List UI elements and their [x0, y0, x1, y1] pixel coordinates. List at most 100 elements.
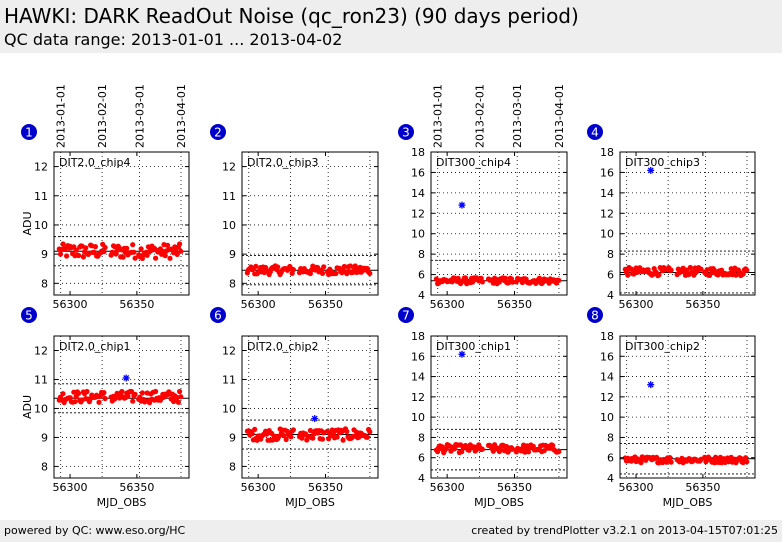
y-tick-label: 6 [418, 452, 425, 465]
data-point [76, 252, 82, 259]
y-tick-label: 12 [34, 161, 48, 174]
x-axis-label: MJD_OBS [663, 496, 713, 509]
y-tick-label: 4 [607, 289, 614, 302]
outlier-stroke [311, 415, 318, 422]
data-point [713, 454, 719, 460]
x-tick-label: 56300 [241, 481, 276, 494]
data-point [281, 432, 287, 439]
plot-frame [53, 335, 190, 479]
x-tick-label: 56350 [497, 481, 532, 494]
data-point [174, 251, 180, 257]
y-tick-label: 12 [600, 391, 614, 404]
data-point [541, 448, 547, 454]
y-tick-label: 16 [600, 166, 614, 179]
panel-badge [21, 307, 37, 323]
panel-badge [398, 307, 414, 323]
y-tick-label: 8 [229, 277, 236, 290]
x-tick-label: 56350 [119, 298, 154, 311]
outlier-stroke [647, 167, 654, 174]
data-point [128, 388, 135, 395]
data-point [167, 255, 173, 261]
data-point [96, 399, 102, 405]
y-tick-label: 8 [607, 248, 614, 261]
y-tick-label: 6 [418, 269, 425, 282]
data-point [525, 449, 532, 455]
outlier-marker [311, 415, 319, 423]
data-point [119, 388, 125, 395]
y-axis-label: ADU [21, 211, 34, 235]
y-tick-label: 9 [41, 431, 48, 444]
panel-badge-number: 2 [214, 126, 222, 140]
data-point [340, 437, 346, 443]
data-point [102, 244, 108, 251]
y-tick-label: 12 [222, 161, 236, 174]
y-tick-label: 8 [418, 248, 425, 261]
panel-badge-number: 1 [25, 126, 33, 140]
data-point [290, 267, 296, 273]
data-point [744, 459, 750, 465]
y-tick-label: 18 [411, 330, 425, 343]
x-tick-label: 56300 [53, 481, 88, 494]
data-point [102, 395, 108, 402]
data-point [638, 460, 644, 466]
data-point [668, 459, 674, 465]
data-point [92, 244, 98, 250]
data-point [459, 449, 465, 455]
y-tick-label: 10 [600, 228, 614, 241]
data-point [139, 390, 145, 396]
data-point [550, 442, 556, 449]
plot-frame [241, 335, 379, 479]
data-point [91, 249, 97, 255]
outlier-marker [647, 166, 655, 174]
data-point [153, 388, 159, 395]
data-point [249, 431, 255, 437]
header-bar: HAWKI: DARK ReadOut Noise (qc_ron23) (90… [0, 0, 782, 53]
data-point [367, 270, 373, 276]
outlier-marker [647, 381, 655, 389]
date-label: 2013-02-01 [473, 84, 486, 148]
data-point [319, 270, 326, 276]
data-point [72, 399, 78, 405]
data-point [132, 391, 138, 397]
data-point [656, 272, 662, 278]
x-axis-label: MJD_OBS [474, 496, 524, 509]
data-point [479, 279, 485, 285]
data-point [341, 263, 347, 270]
data-point [60, 391, 66, 397]
data-point [138, 246, 144, 252]
panel-badge-number: 5 [25, 309, 33, 323]
y-tick-label: 8 [229, 460, 236, 473]
y-tick-label: 10 [34, 402, 48, 415]
outlier-stroke [459, 202, 465, 209]
data-point [132, 255, 138, 261]
data-point [283, 436, 289, 443]
data-point [83, 245, 89, 251]
data-point [364, 434, 370, 440]
y-tick-label: 16 [600, 350, 614, 363]
y-tick-label: 8 [41, 277, 48, 290]
x-tick-label: 56350 [497, 298, 532, 311]
date-label: 2013-02-01 [96, 84, 109, 148]
x-tick-label: 56300 [241, 298, 276, 311]
y-tick-label: 9 [229, 248, 236, 261]
panel-badge-number: 8 [591, 309, 599, 323]
panel-badge [210, 124, 226, 140]
y-tick-label: 10 [222, 402, 236, 415]
data-point [124, 245, 130, 251]
date-label: 2013-01-01 [432, 84, 445, 148]
y-tick-label: 11 [222, 373, 236, 386]
data-point [496, 448, 502, 455]
data-point [319, 436, 326, 442]
date-label: 2013-04-01 [553, 84, 566, 148]
y-tick-label: 8 [607, 431, 614, 444]
data-point [556, 277, 562, 283]
outlier-marker [458, 201, 466, 209]
panel-label: DIT2.0_chip4 [59, 156, 130, 169]
x-tick-label: 56300 [619, 481, 654, 494]
date-label: 2013-01-01 [55, 84, 68, 148]
data-point [175, 399, 181, 405]
y-tick-label: 6 [607, 452, 614, 465]
data-point [253, 263, 259, 269]
data-point [334, 434, 340, 440]
